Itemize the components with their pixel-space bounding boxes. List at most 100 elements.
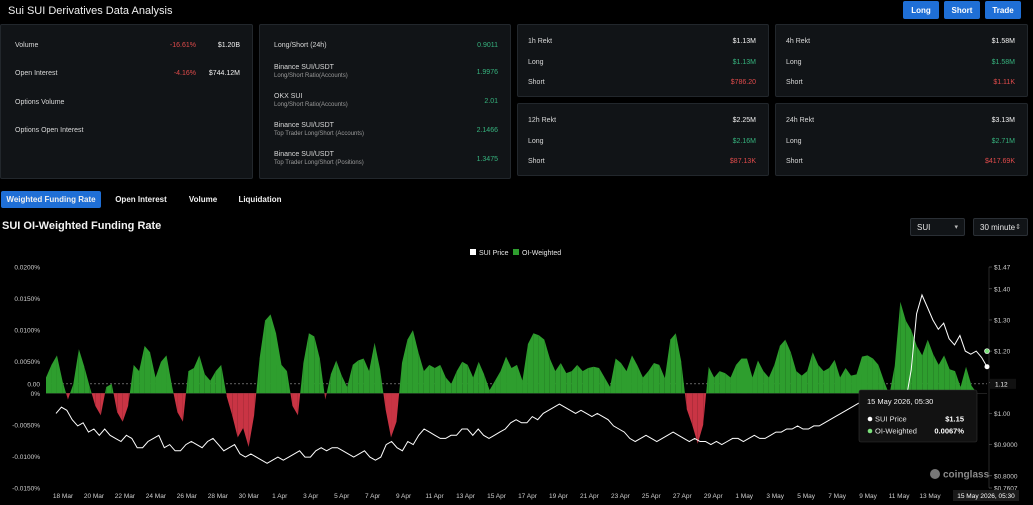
stat-label: Volume	[15, 42, 39, 49]
x-tick-label: 18 Mar	[53, 493, 74, 500]
funding-area-negative	[396, 393, 400, 422]
long-button[interactable]: Long	[903, 1, 939, 19]
funding-area-positive	[56, 355, 63, 394]
funding-area-positive	[111, 383, 114, 394]
funding-area-positive	[823, 368, 830, 394]
funding-area-positive	[412, 330, 419, 394]
funding-area-negative	[66, 393, 68, 400]
x-tick-label: 24 Mar	[146, 493, 167, 500]
funding-area-positive	[670, 333, 676, 394]
funding-area-positive	[730, 364, 737, 394]
funding-area-positive	[478, 361, 485, 394]
ratio-sublabel: Top Trader Long/Short (Accounts)	[274, 131, 365, 137]
funding-area-positive	[560, 362, 567, 394]
funding-area-negative	[117, 393, 123, 422]
y-right-tick-label: $0.7607	[994, 486, 1018, 493]
funding-area-positive	[155, 361, 162, 394]
funding-area-negative	[692, 393, 698, 444]
funding-area-positive	[374, 342, 381, 394]
funding-area-positive	[418, 352, 424, 394]
chart-title: SUI OI-Weighted Funding Rate	[2, 220, 162, 232]
funding-area-negative	[686, 393, 693, 425]
rekt-long-value: $2.71M	[991, 138, 1015, 145]
funding-area-negative	[173, 393, 178, 413]
tab-open-interest[interactable]: Open Interest	[115, 195, 167, 204]
funding-area-positive	[872, 358, 879, 394]
funding-area-positive	[944, 355, 950, 394]
ratio-label: OKX SUI	[274, 93, 303, 100]
funding-area-positive	[456, 361, 463, 394]
funding-area-positive	[314, 336, 320, 394]
market-stats-panel: Volume -16.61% $1.20B Open Interest -4.1…	[0, 24, 253, 179]
funding-area-positive	[423, 364, 430, 394]
tab-weighted-funding-rate[interactable]: Weighted Funding Rate	[1, 191, 101, 208]
funding-area-positive	[763, 371, 769, 394]
stat-label: Open Interest	[15, 70, 58, 77]
funding-area-positive	[653, 362, 660, 394]
legend-swatch-price	[470, 249, 476, 255]
funding-area-positive	[845, 368, 852, 394]
rekt-short-value: $87.13K	[729, 158, 756, 165]
rekt-title: 1h Rekt	[528, 38, 553, 45]
funding-area-positive	[960, 366, 967, 394]
rekt-short-label: Short	[528, 158, 545, 165]
tooltip-rate-label: OI-Weighted	[875, 427, 917, 436]
funding-area-negative	[91, 393, 96, 406]
funding-area-positive	[867, 355, 873, 394]
funding-area-positive	[538, 335, 545, 394]
funding-area-negative	[324, 393, 326, 400]
ratio-label: Long/Short (24h)	[274, 42, 327, 49]
funding-area-positive	[922, 339, 928, 394]
rekt-title: 12h Rekt	[528, 117, 557, 124]
funding-area-positive	[46, 364, 52, 394]
rekt-total: $1.58M	[991, 38, 1015, 45]
legend-label-price: SUI Price	[479, 250, 509, 257]
funding-area-positive	[938, 355, 945, 394]
funding-area-positive	[210, 371, 216, 394]
funding-area-positive	[768, 364, 775, 394]
funding-area-positive	[736, 358, 742, 394]
funding-area-negative	[113, 393, 118, 413]
tab-volume[interactable]: Volume	[188, 195, 218, 204]
funding-area-positive	[276, 333, 282, 394]
tab-liquidation[interactable]: Liquidation	[238, 195, 282, 204]
funding-area-positive	[812, 352, 819, 394]
funding-area-positive	[451, 371, 457, 394]
funding-area-positive	[708, 366, 715, 394]
funding-area-positive	[429, 364, 435, 394]
x-tick-label: 21 Apr	[580, 493, 600, 500]
funding-area-positive	[829, 359, 835, 394]
funding-area-positive	[199, 355, 205, 394]
funding-area-positive	[215, 364, 222, 394]
coin-select[interactable]: SUI ▾	[910, 218, 965, 236]
short-button[interactable]: Short	[944, 1, 980, 19]
y-right-tick-label: $0.8000	[994, 473, 1018, 480]
funding-area-positive	[714, 371, 720, 394]
rekt-short-label: Short	[786, 158, 803, 165]
funding-area-positive	[133, 364, 140, 394]
y-right-tick-label: $0.9000	[994, 442, 1018, 449]
interval-select[interactable]: 30 minute ⇕	[973, 218, 1028, 236]
funding-area-positive	[144, 345, 151, 394]
x-tick-label: 11 Apr	[425, 493, 444, 500]
funding-area-positive	[637, 365, 643, 394]
funding-area-negative	[292, 393, 298, 416]
tooltip-date: 15 May 2026, 05:30	[867, 397, 933, 406]
stat-change: -4.16%	[173, 70, 196, 77]
interval-select-value: 30 minute	[980, 222, 1016, 232]
funding-area-positive	[549, 358, 556, 394]
rekt-panel-1h: 1h Rekt $1.13M Long $1.13M Short $786.20	[517, 24, 769, 97]
y-left-tick-label: 0.0100%	[14, 328, 40, 335]
funding-area-positive	[467, 364, 474, 394]
funding-area-negative	[703, 393, 707, 425]
x-tick-label: 3 Apr	[303, 493, 319, 500]
funding-area-negative	[128, 393, 130, 406]
funding-area-positive	[256, 358, 260, 394]
funding-area-positive	[544, 339, 550, 394]
funding-area-positive	[555, 362, 561, 394]
funding-area-positive	[300, 362, 304, 394]
trade-button[interactable]: Trade	[985, 1, 1021, 19]
funding-area-positive	[265, 314, 271, 394]
funding-area-positive	[911, 330, 917, 394]
ratio-value: 2.1466	[476, 127, 498, 134]
